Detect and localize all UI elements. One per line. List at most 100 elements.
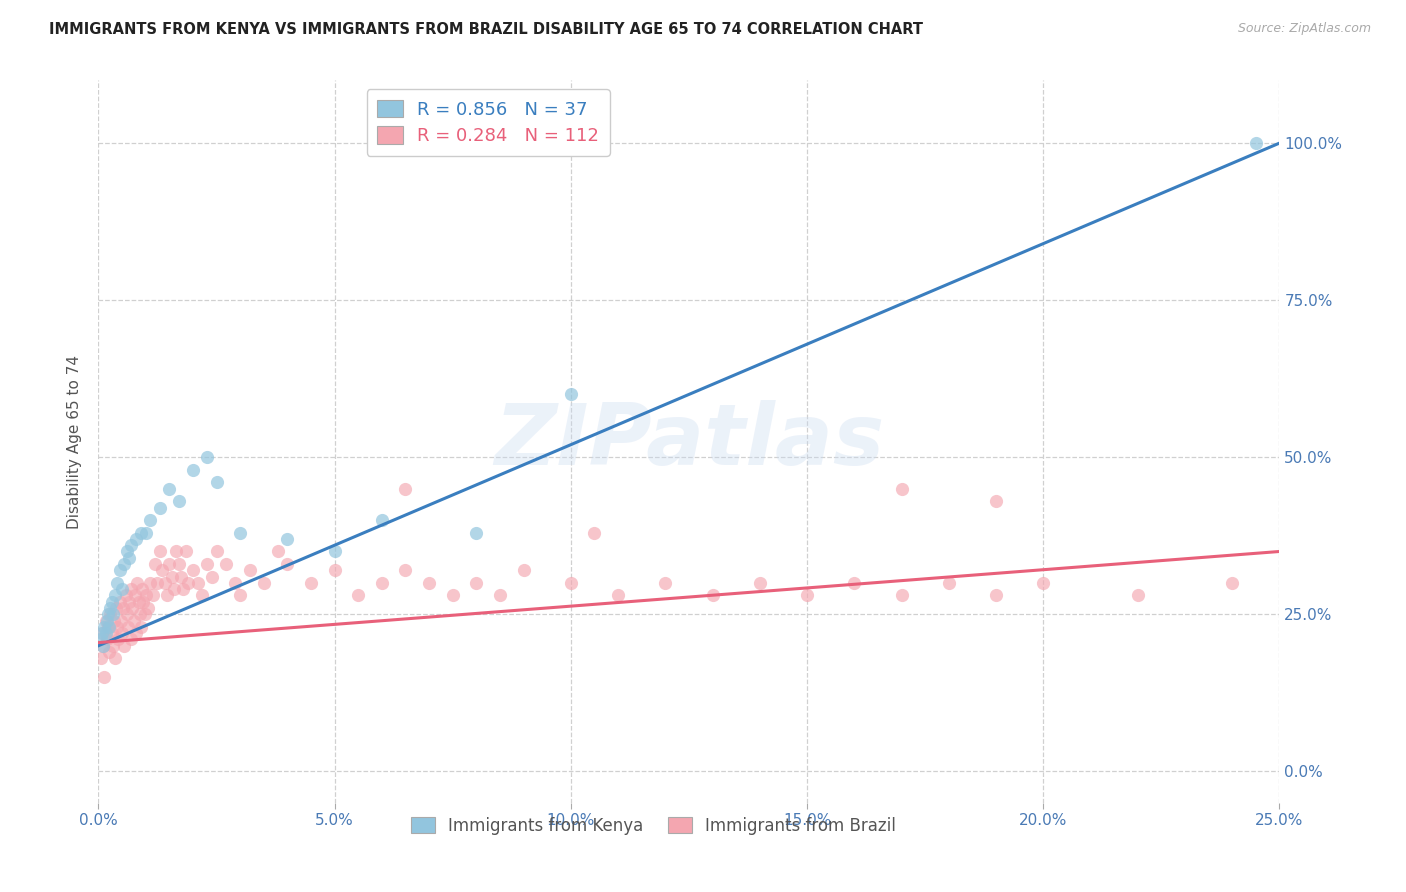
Point [796, 589, 818, 603]
Point [1032, 575, 1054, 590]
Point [96, 614, 118, 628]
Point [224, 575, 246, 590]
Point [118, 595, 141, 609]
Point [1220, 575, 1243, 590]
Point [323, 563, 346, 577]
Point [121, 538, 143, 552]
Point [139, 575, 162, 590]
Point [114, 589, 136, 603]
Point [100, 595, 122, 609]
Point [938, 575, 960, 590]
Point [191, 589, 214, 603]
Point [181, 463, 204, 477]
Point [129, 525, 152, 540]
Point [132, 595, 155, 609]
Point [156, 589, 179, 603]
Point [112, 557, 135, 571]
Point [117, 620, 139, 634]
Point [97, 620, 120, 634]
Point [94, 614, 117, 628]
Point [104, 589, 127, 603]
Point [465, 525, 488, 540]
Point [153, 575, 176, 590]
Point [512, 563, 534, 577]
Point [115, 544, 138, 558]
Point [174, 544, 197, 558]
Point [844, 575, 866, 590]
Point [143, 557, 166, 571]
Point [91, 639, 114, 653]
Point [121, 582, 143, 597]
Point [107, 632, 129, 647]
Point [394, 563, 416, 577]
Point [149, 544, 172, 558]
Point [94, 626, 117, 640]
Point [323, 544, 346, 558]
Point [112, 639, 135, 653]
Point [104, 651, 127, 665]
Point [229, 525, 252, 540]
Point [984, 494, 1007, 508]
Point [98, 607, 121, 622]
Point [101, 639, 124, 653]
Point [187, 575, 209, 590]
Y-axis label: Disability Age 65 to 74: Disability Age 65 to 74 [67, 354, 83, 529]
Point [105, 601, 128, 615]
Point [142, 589, 165, 603]
Point [172, 582, 194, 597]
Point [111, 626, 134, 640]
Point [120, 632, 142, 647]
Point [125, 532, 148, 546]
Point [1126, 589, 1149, 603]
Point [215, 557, 238, 571]
Point [560, 575, 582, 590]
Point [110, 614, 132, 628]
Point [91, 626, 114, 640]
Point [97, 607, 120, 622]
Point [229, 589, 252, 603]
Point [97, 645, 120, 659]
Point [441, 589, 464, 603]
Point [253, 575, 276, 590]
Point [157, 557, 180, 571]
Point [607, 589, 630, 603]
Point [135, 525, 157, 540]
Point [984, 589, 1007, 603]
Point [702, 589, 724, 603]
Point [111, 601, 134, 615]
Point [105, 620, 128, 634]
Point [418, 575, 440, 590]
Point [371, 575, 394, 590]
Point [118, 550, 141, 565]
Point [128, 595, 150, 609]
Point [394, 482, 416, 496]
Point [91, 639, 114, 653]
Point [129, 607, 152, 622]
Point [146, 575, 169, 590]
Point [205, 475, 228, 490]
Point [167, 494, 190, 508]
Point [560, 387, 582, 401]
Point [136, 601, 159, 615]
Point [108, 563, 131, 577]
Point [149, 500, 172, 515]
Point [239, 563, 262, 577]
Point [108, 595, 131, 609]
Point [90, 651, 112, 665]
Point [101, 607, 124, 622]
Point [465, 575, 488, 590]
Point [91, 626, 114, 640]
Point [160, 569, 183, 583]
Point [90, 632, 112, 647]
Point [122, 614, 145, 628]
Point [1244, 136, 1267, 150]
Point [195, 450, 218, 465]
Point [163, 582, 186, 597]
Point [177, 575, 200, 590]
Point [134, 607, 156, 622]
Point [267, 544, 290, 558]
Point [347, 589, 370, 603]
Point [124, 589, 146, 603]
Point [181, 563, 204, 577]
Point [121, 601, 143, 615]
